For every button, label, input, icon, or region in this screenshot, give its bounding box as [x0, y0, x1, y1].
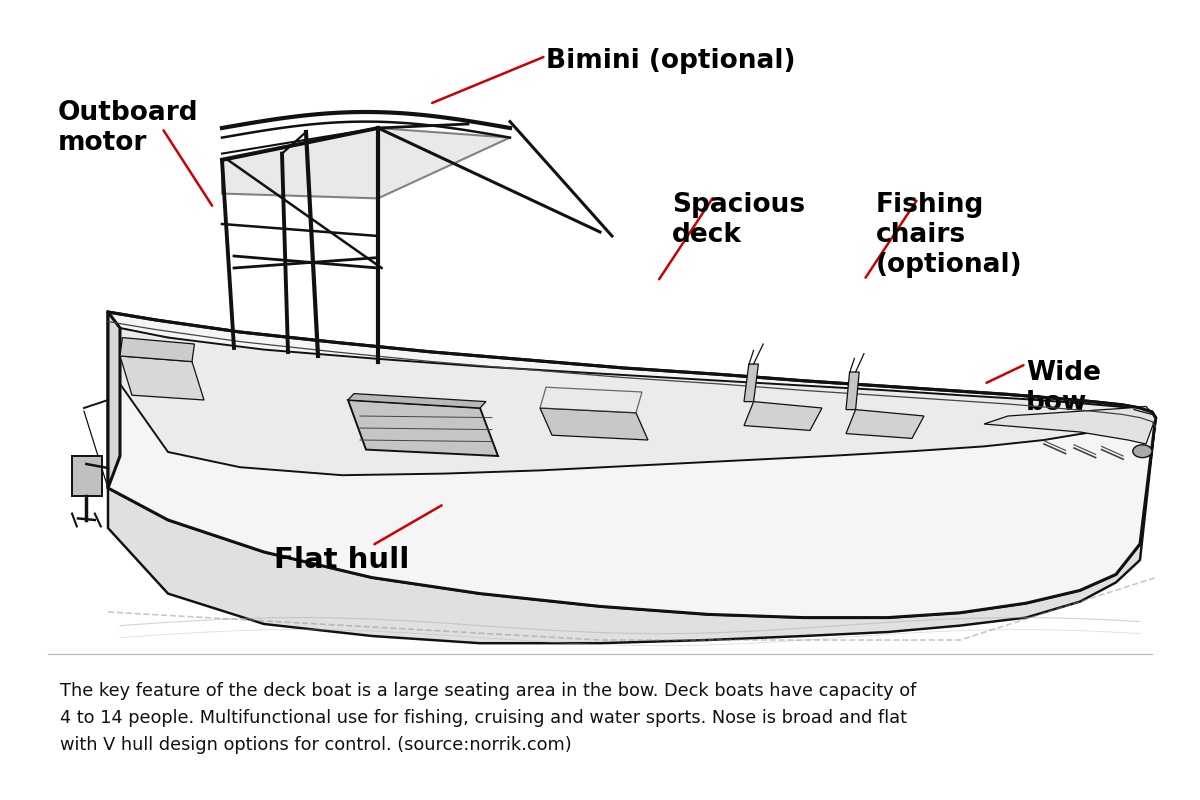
- Text: Bimini (optional): Bimini (optional): [546, 48, 796, 74]
- Text: Outboard
motor: Outboard motor: [58, 100, 198, 156]
- Polygon shape: [108, 418, 1156, 643]
- Polygon shape: [120, 338, 194, 362]
- Polygon shape: [846, 410, 924, 438]
- Polygon shape: [348, 400, 498, 456]
- Polygon shape: [984, 406, 1156, 444]
- Polygon shape: [222, 128, 510, 198]
- Text: Fishing
chairs
(optional): Fishing chairs (optional): [876, 192, 1022, 278]
- Text: Wide
bow: Wide bow: [1026, 360, 1102, 416]
- Polygon shape: [72, 456, 102, 496]
- Polygon shape: [120, 356, 204, 400]
- Polygon shape: [744, 402, 822, 430]
- Polygon shape: [540, 408, 648, 440]
- Polygon shape: [846, 372, 859, 410]
- Text: Spacious
deck: Spacious deck: [672, 192, 805, 248]
- Polygon shape: [540, 387, 642, 413]
- Circle shape: [1133, 445, 1152, 458]
- Polygon shape: [120, 328, 1140, 475]
- Text: Flat hull: Flat hull: [274, 546, 409, 574]
- Polygon shape: [744, 364, 758, 402]
- Polygon shape: [348, 394, 486, 408]
- Text: The key feature of the deck boat is a large seating area in the bow. Deck boats : The key feature of the deck boat is a la…: [60, 682, 917, 754]
- Polygon shape: [108, 312, 120, 488]
- Polygon shape: [108, 312, 1156, 618]
